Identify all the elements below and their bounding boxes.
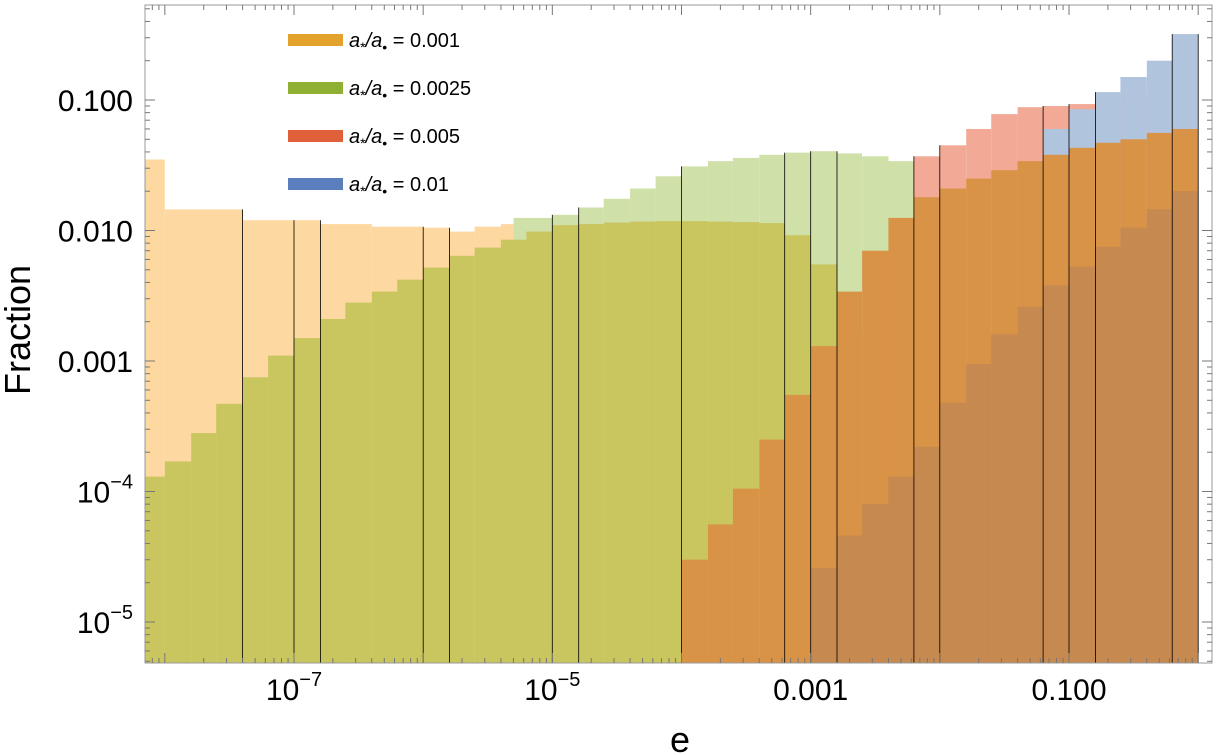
- legend-label-sub2: •: [382, 183, 387, 199]
- bar-s6-b12: [1120, 227, 1147, 663]
- legend-label-sub: *: [360, 39, 366, 55]
- bar-s6-b8: [1017, 306, 1044, 663]
- legend-label-value: = 0.0025: [387, 78, 471, 100]
- y-tick-label: 0.100: [58, 85, 133, 118]
- legend-label-3: a*/a• = 0.01: [349, 174, 449, 199]
- legend-label-sub: *: [360, 183, 366, 199]
- bar-s6-b10: [1069, 266, 1096, 663]
- y-axis-title: Fraction: [0, 265, 38, 395]
- bar-s4-b19: [526, 231, 553, 663]
- legend-label-a: a: [349, 30, 360, 52]
- x-tick-base: 10: [524, 674, 557, 707]
- bar-s4-b6: [191, 433, 217, 663]
- bar-s4-b23: [630, 221, 656, 663]
- bar-s4-b18: [500, 239, 527, 663]
- legend-label-value: = 0.01: [387, 174, 449, 196]
- bar-s5-b2: [732, 488, 760, 663]
- x-axis-title: e: [670, 719, 690, 755]
- bar-s4-b11: [320, 319, 346, 663]
- bar-s5-b1: [707, 524, 733, 663]
- legend-label-sub2: •: [382, 87, 387, 103]
- legend-label-mid: /a: [364, 174, 383, 196]
- bar-s6-b3: [888, 476, 914, 663]
- bar-s5-b4: [784, 394, 811, 663]
- bar-s4-b7: [216, 403, 243, 663]
- x-tick-label: 0.100: [1031, 674, 1106, 707]
- bar-s4-b9: [268, 355, 294, 663]
- legend-swatch-2: [288, 130, 343, 142]
- bar-s6-b11: [1095, 246, 1121, 664]
- legend-label-1: a*/a• = 0.0025: [349, 78, 471, 103]
- x-tick-label: 10−7: [266, 669, 322, 707]
- bar-s4-b20: [552, 225, 579, 663]
- y-tick-label: 0.001: [58, 346, 133, 379]
- bar-s4-b5: [164, 461, 192, 663]
- x-tick-label: 10−5: [524, 669, 580, 707]
- bar-s4-b15: [423, 267, 450, 663]
- bin-outlines: [242, 34, 1199, 663]
- legend-label-0: a*/a• = 0.001: [349, 30, 460, 55]
- bar-s4-b10: [294, 338, 321, 663]
- bar-s4-b12: [345, 302, 372, 663]
- legend-label-a: a: [349, 78, 360, 100]
- bar-s6-b9: [1043, 285, 1069, 663]
- bar-s6-b4: [913, 446, 940, 663]
- bar-s5-b0: [681, 559, 708, 663]
- bar-s6-b5: [939, 402, 967, 663]
- bar-s6-b1: [837, 535, 862, 663]
- x-tick-exponent: −7: [299, 669, 322, 691]
- bar-s6-b0: [810, 567, 838, 663]
- y-tick-base: 10: [77, 607, 110, 640]
- bar-s4-b24: [655, 221, 682, 663]
- y-tick-label: 10−5: [77, 602, 133, 640]
- bar-s4-b8: [242, 377, 269, 663]
- legend-label-sub2: •: [382, 135, 387, 151]
- x-tick-base: 10: [266, 674, 299, 707]
- y-tick-exponent: −4: [110, 472, 133, 494]
- legend-swatch-1: [288, 82, 343, 94]
- bar-s4-b17: [474, 247, 501, 663]
- y-tick-label: 0.010: [58, 216, 133, 249]
- bar-s4-b21: [578, 224, 604, 663]
- bar-s6-b2: [862, 504, 889, 663]
- legend-label-sub: *: [360, 87, 366, 103]
- bar-s4-b16: [449, 255, 475, 664]
- plot-frame: [144, 4, 1213, 664]
- bar-s6-b14: [1172, 191, 1199, 663]
- x-tick-label: 0.001: [773, 674, 848, 707]
- legend-label-mid: /a: [364, 30, 383, 52]
- legend-label-2: a*/a• = 0.005: [349, 126, 460, 151]
- bar-s4-b4: [145, 476, 165, 663]
- legend-swatch-0: [288, 34, 343, 46]
- bar-s4-b22: [603, 222, 631, 663]
- bar-s4-b13: [371, 291, 398, 663]
- y-tick-label: 10−4: [77, 472, 133, 510]
- legend-label-sub: *: [360, 135, 366, 151]
- plot-border: [144, 4, 1213, 664]
- bar-s4-b14: [397, 279, 424, 663]
- legend-label-mid: /a: [364, 126, 383, 148]
- bar-s6-b7: [991, 334, 1018, 663]
- y-tick-base: 10: [77, 477, 110, 510]
- legend-label-a: a: [349, 174, 360, 196]
- y-tick-exponent: −5: [110, 602, 133, 624]
- legend-label-value: = 0.001: [387, 30, 460, 52]
- x-axis: 10−7 10−5 0.001 0.100: [151, 5, 1199, 707]
- legend-swatch-3: [288, 178, 343, 190]
- bar-s6-b6: [966, 363, 992, 663]
- bar-s5-b3: [759, 439, 785, 663]
- bar-s6-b13: [1146, 209, 1173, 663]
- legend-label-sub2: •: [382, 39, 387, 55]
- x-tick-exponent: −5: [558, 669, 581, 691]
- legend-label-value: = 0.005: [387, 126, 460, 148]
- legend-label-a: a: [349, 126, 360, 148]
- legend-label-mid: /a: [364, 78, 383, 100]
- histogram-bars: [145, 34, 1199, 664]
